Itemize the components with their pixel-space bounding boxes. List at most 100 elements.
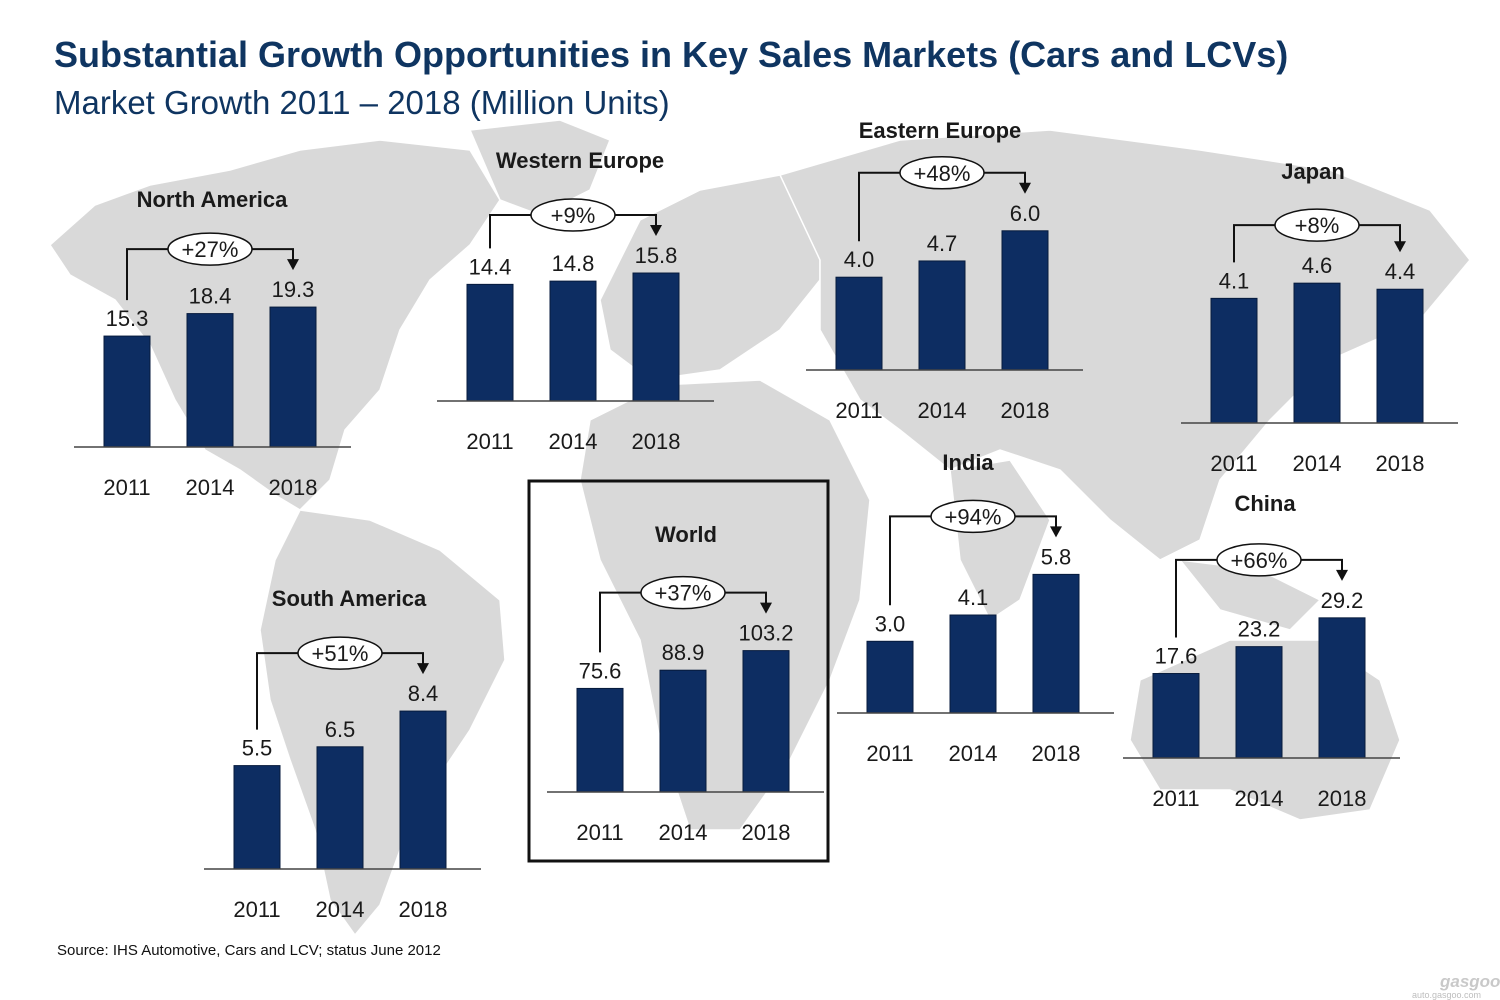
india-bar-2011 xyxy=(866,640,914,714)
western-europe-bar-2014 xyxy=(549,280,597,402)
india-title: India xyxy=(942,450,994,475)
north-america-tick-2011: 2011 xyxy=(103,475,150,500)
south-america-tick-2011: 2011 xyxy=(233,897,280,922)
world-tick-2018: 2018 xyxy=(742,820,791,845)
north-america-title: North America xyxy=(137,187,289,212)
china-value-2018: 29.2 xyxy=(1321,588,1364,613)
eastern-europe-growth-label: +48% xyxy=(914,161,971,186)
china-title: China xyxy=(1234,491,1296,516)
gasgoo-url: auto.gasgoo.com xyxy=(1412,990,1482,1000)
japan-bar-2018 xyxy=(1376,288,1424,424)
china-bar-2018 xyxy=(1318,617,1366,759)
western-europe-growth-arrowhead xyxy=(650,225,662,237)
south-america-bar-2011 xyxy=(233,765,281,870)
western-europe-bar-2018 xyxy=(632,272,680,402)
south-america-growth-label: +51% xyxy=(312,641,369,666)
western-europe-growth-pill xyxy=(530,198,616,232)
south-america-tick-2014: 2014 xyxy=(316,897,365,922)
india-growth-label: +94% xyxy=(945,504,1002,529)
japan-tick-2011: 2011 xyxy=(1210,451,1257,476)
world-value-2018: 103.2 xyxy=(738,621,793,646)
source-note: Source: IHS Automotive, Cars and LCV; st… xyxy=(57,942,441,959)
page-title: Substantial Growth Opportunities in Key … xyxy=(54,34,1289,75)
japan-growth-pill xyxy=(1274,208,1360,242)
western-europe-tick-2011: 2011 xyxy=(466,429,513,454)
western-europe-bar-2011 xyxy=(466,283,514,402)
western-europe-growth-label: +9% xyxy=(551,203,596,228)
world-value-2011: 75.6 xyxy=(579,658,622,683)
eastern-europe-value-2011: 4.0 xyxy=(844,247,875,272)
india-value-2011: 3.0 xyxy=(875,611,906,636)
japan-bar-2011 xyxy=(1210,297,1258,424)
south-america-value-2018: 8.4 xyxy=(408,681,439,706)
western-europe-title: Western Europe xyxy=(496,148,664,173)
eastern-europe-growth-arrowhead xyxy=(1019,182,1031,194)
india-tick-2011: 2011 xyxy=(866,741,913,766)
north-america-bar-2011 xyxy=(103,335,151,448)
india-tick-2014: 2014 xyxy=(949,741,998,766)
eastern-europe-value-2014: 4.7 xyxy=(927,231,958,256)
world-value-2014: 88.9 xyxy=(662,640,705,665)
japan-title: Japan xyxy=(1281,159,1345,184)
india-growth-arrowhead xyxy=(1050,526,1062,538)
north-america-bar-2014 xyxy=(186,313,234,448)
north-america-tick-2018: 2018 xyxy=(269,475,318,500)
western-europe-tick-2014: 2014 xyxy=(549,429,598,454)
south-america-growth-pill xyxy=(297,636,383,670)
world-tick-2011: 2011 xyxy=(576,820,623,845)
eastern-europe-bar-2011 xyxy=(835,276,883,371)
india-bar-2018 xyxy=(1032,573,1080,714)
india-growth-pill xyxy=(930,499,1016,534)
japan-growth-label: +8% xyxy=(1295,213,1340,238)
world-tick-2014: 2014 xyxy=(659,820,708,845)
north-america-bar-2018 xyxy=(269,306,317,448)
eastern-europe-bar-2014 xyxy=(918,260,966,371)
south-america-bar-2014 xyxy=(316,746,364,870)
south-america-bar-2018 xyxy=(399,710,447,870)
eastern-europe-growth-pill xyxy=(899,156,985,190)
japan-value-2011: 4.1 xyxy=(1219,268,1250,293)
south-america-title: South America xyxy=(272,586,427,611)
china-growth-pill xyxy=(1216,543,1302,577)
japan-growth-arrowhead xyxy=(1394,241,1406,253)
china-bar-2011 xyxy=(1152,673,1200,759)
north-america-tick-2014: 2014 xyxy=(186,475,235,500)
north-america-growth-pill xyxy=(167,232,253,266)
north-america-value-2011: 15.3 xyxy=(106,306,149,331)
world-bar-2014 xyxy=(659,669,707,793)
china-bar-2014 xyxy=(1235,646,1283,759)
greenland-landmass xyxy=(468,119,611,216)
world-bar-2018 xyxy=(742,650,790,793)
japan-bar-2014 xyxy=(1293,282,1341,424)
india-bar-2014 xyxy=(949,614,997,714)
china-growth-arrowhead xyxy=(1336,569,1348,581)
eastern-europe-tick-2018: 2018 xyxy=(1001,398,1050,423)
north-america-value-2014: 18.4 xyxy=(189,284,232,309)
japan-tick-2018: 2018 xyxy=(1376,451,1425,476)
world-bar-2011 xyxy=(576,687,624,793)
china-tick-2011: 2011 xyxy=(1152,786,1199,811)
eastern-europe-value-2018: 6.0 xyxy=(1010,201,1041,226)
eastern-europe-title: Eastern Europe xyxy=(859,118,1022,143)
india-tick-2018: 2018 xyxy=(1032,741,1081,766)
world-growth-arrowhead xyxy=(760,602,772,614)
north-america-value-2018: 19.3 xyxy=(272,277,315,302)
china-tick-2018: 2018 xyxy=(1318,786,1367,811)
world-growth-pill xyxy=(640,575,726,610)
world-frame xyxy=(527,479,830,863)
china-tick-2014: 2014 xyxy=(1235,786,1284,811)
japan-value-2018: 4.4 xyxy=(1385,259,1416,284)
india-value-2014: 4.1 xyxy=(958,585,989,610)
south-america-growth-arrowhead xyxy=(417,663,429,675)
africa-landmass xyxy=(579,379,871,831)
japan-tick-2014: 2014 xyxy=(1293,451,1342,476)
south-america-value-2011: 5.5 xyxy=(242,736,273,761)
china-growth-label: +66% xyxy=(1231,548,1288,573)
eastern-europe-tick-2014: 2014 xyxy=(918,398,967,423)
north-america-growth-arrowhead xyxy=(287,259,299,271)
eastern-europe-tick-2011: 2011 xyxy=(835,398,882,423)
china-value-2011: 17.6 xyxy=(1155,644,1198,669)
eastern-europe-bar-2018 xyxy=(1001,230,1049,371)
world-title: World xyxy=(655,522,717,547)
